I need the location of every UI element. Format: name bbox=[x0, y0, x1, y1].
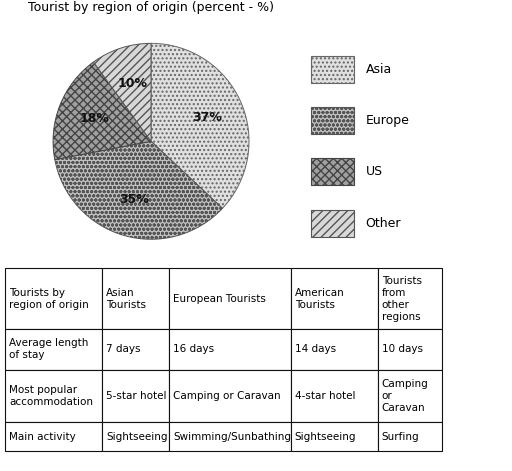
Text: Average length
of stay: Average length of stay bbox=[9, 339, 89, 360]
Text: American
Tourists: American Tourists bbox=[295, 288, 345, 310]
Text: Sightseeing: Sightseeing bbox=[295, 431, 356, 442]
Wedge shape bbox=[55, 141, 222, 239]
Text: Europe: Europe bbox=[366, 114, 410, 127]
Bar bbox=[311, 210, 354, 237]
Bar bbox=[291, 329, 378, 370]
Text: US: US bbox=[366, 165, 382, 179]
Bar bbox=[311, 158, 354, 186]
Text: Tourists by
region of origin: Tourists by region of origin bbox=[9, 288, 89, 310]
Wedge shape bbox=[151, 43, 249, 208]
Title: Tourist by region of origin (percent - %): Tourist by region of origin (percent - %… bbox=[28, 0, 274, 14]
Text: Camping or Caravan: Camping or Caravan bbox=[173, 391, 281, 401]
Bar bbox=[5, 268, 102, 329]
Bar bbox=[291, 422, 378, 451]
Bar bbox=[291, 268, 378, 329]
Text: Most popular
accommodation: Most popular accommodation bbox=[9, 385, 93, 407]
Text: Tourists
from
other
regions: Tourists from other regions bbox=[381, 276, 421, 322]
Bar bbox=[291, 370, 378, 422]
Text: 10 days: 10 days bbox=[381, 344, 422, 355]
Bar bbox=[378, 329, 442, 370]
Text: 37%: 37% bbox=[192, 111, 222, 124]
Bar bbox=[102, 370, 169, 422]
Wedge shape bbox=[53, 62, 151, 160]
Text: 10%: 10% bbox=[117, 77, 147, 90]
Text: Surfing: Surfing bbox=[381, 431, 419, 442]
Text: Camping
or
Caravan: Camping or Caravan bbox=[381, 379, 429, 413]
Bar bbox=[169, 268, 291, 329]
Bar bbox=[102, 329, 169, 370]
Text: Swimming/Sunbathing: Swimming/Sunbathing bbox=[173, 431, 291, 442]
Text: 5-star hotel: 5-star hotel bbox=[106, 391, 166, 401]
Text: European Tourists: European Tourists bbox=[173, 294, 266, 304]
Bar bbox=[102, 422, 169, 451]
Text: Asia: Asia bbox=[366, 63, 392, 75]
Bar bbox=[169, 370, 291, 422]
Text: 35%: 35% bbox=[119, 193, 149, 206]
Bar bbox=[378, 268, 442, 329]
Text: Sightseeing: Sightseeing bbox=[106, 431, 167, 442]
Text: 14 days: 14 days bbox=[295, 344, 336, 355]
Bar bbox=[378, 422, 442, 451]
Text: Asian
Tourists: Asian Tourists bbox=[106, 288, 146, 310]
Text: Main activity: Main activity bbox=[9, 431, 76, 442]
Text: 4-star hotel: 4-star hotel bbox=[295, 391, 355, 401]
Text: 18%: 18% bbox=[80, 113, 110, 125]
Bar bbox=[311, 107, 354, 134]
Text: 16 days: 16 days bbox=[173, 344, 214, 355]
Bar bbox=[169, 422, 291, 451]
Bar bbox=[102, 268, 169, 329]
Bar bbox=[5, 422, 102, 451]
Bar bbox=[5, 329, 102, 370]
Wedge shape bbox=[94, 43, 151, 141]
Text: Other: Other bbox=[366, 217, 401, 230]
Bar bbox=[169, 329, 291, 370]
Text: 7 days: 7 days bbox=[106, 344, 140, 355]
Bar bbox=[5, 370, 102, 422]
Bar bbox=[311, 56, 354, 82]
Bar bbox=[378, 370, 442, 422]
